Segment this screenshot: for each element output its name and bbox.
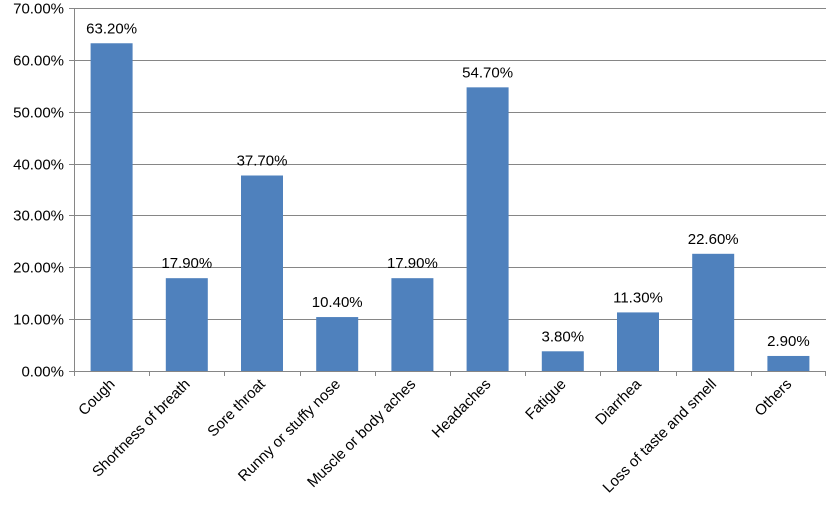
bar bbox=[466, 87, 509, 371]
bars bbox=[90, 43, 810, 372]
category-label: Fatigue bbox=[522, 376, 569, 423]
bar bbox=[767, 355, 810, 371]
data-label: 37.70% bbox=[237, 152, 288, 169]
bar bbox=[391, 278, 434, 371]
data-label: 17.90% bbox=[387, 255, 438, 272]
bar bbox=[241, 175, 283, 371]
category-label: Sore throat bbox=[204, 375, 269, 440]
bar bbox=[692, 253, 735, 371]
y-tick-label: 40.00% bbox=[13, 157, 64, 174]
y-tick-label: 50.00% bbox=[13, 105, 64, 122]
category-label: Headaches bbox=[429, 376, 495, 442]
y-tick-label: 30.00% bbox=[13, 208, 64, 225]
y-tick-label: 0.00% bbox=[21, 364, 64, 381]
data-label: 11.30% bbox=[613, 289, 663, 306]
bar bbox=[90, 43, 133, 372]
category-label: Others bbox=[751, 376, 795, 420]
data-label: 17.90% bbox=[161, 255, 212, 272]
y-tick-label: 10.00% bbox=[13, 312, 64, 329]
bar bbox=[617, 312, 659, 371]
y-axis-tick-labels: 0.00% 10.00% 20.00% 30.00% 40.00% 50.00% 60.00… bbox=[13, 1, 64, 381]
category-label: Diarrhea bbox=[592, 375, 645, 428]
category-label: Cough bbox=[75, 376, 118, 419]
bar bbox=[316, 317, 359, 371]
data-label: 22.60% bbox=[688, 231, 739, 248]
data-label: 3.80% bbox=[542, 328, 585, 345]
y-tick-label: 60.00% bbox=[13, 53, 64, 70]
data-labels: 63.20% 17.90% 37.70% 10.40% 17.90% 54.70% 3.80… bbox=[86, 20, 810, 350]
y-tick-label: 70.00% bbox=[13, 1, 64, 18]
data-label: 63.20% bbox=[86, 20, 137, 37]
y-tick-label: 20.00% bbox=[13, 260, 64, 277]
data-label: 54.70% bbox=[462, 64, 513, 81]
bar bbox=[541, 351, 584, 371]
data-label: 10.40% bbox=[312, 294, 363, 311]
data-label: 2.90% bbox=[767, 333, 810, 350]
axes bbox=[74, 8, 826, 376]
bar bbox=[165, 278, 208, 371]
